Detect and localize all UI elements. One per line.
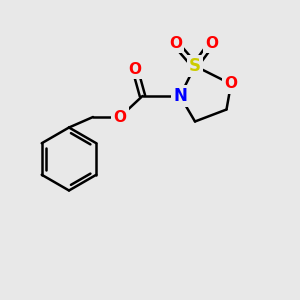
Text: S: S (189, 57, 201, 75)
Text: N: N (173, 87, 187, 105)
Text: O: O (169, 36, 182, 51)
Text: O: O (128, 61, 142, 76)
Text: O: O (113, 110, 127, 124)
Text: O: O (224, 76, 238, 92)
Text: O: O (205, 36, 218, 51)
